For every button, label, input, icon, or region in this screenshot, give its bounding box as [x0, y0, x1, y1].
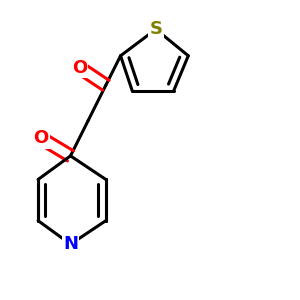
Text: O: O: [72, 58, 87, 76]
Text: S: S: [149, 20, 162, 38]
Text: O: O: [33, 129, 49, 147]
Text: N: N: [63, 235, 78, 253]
